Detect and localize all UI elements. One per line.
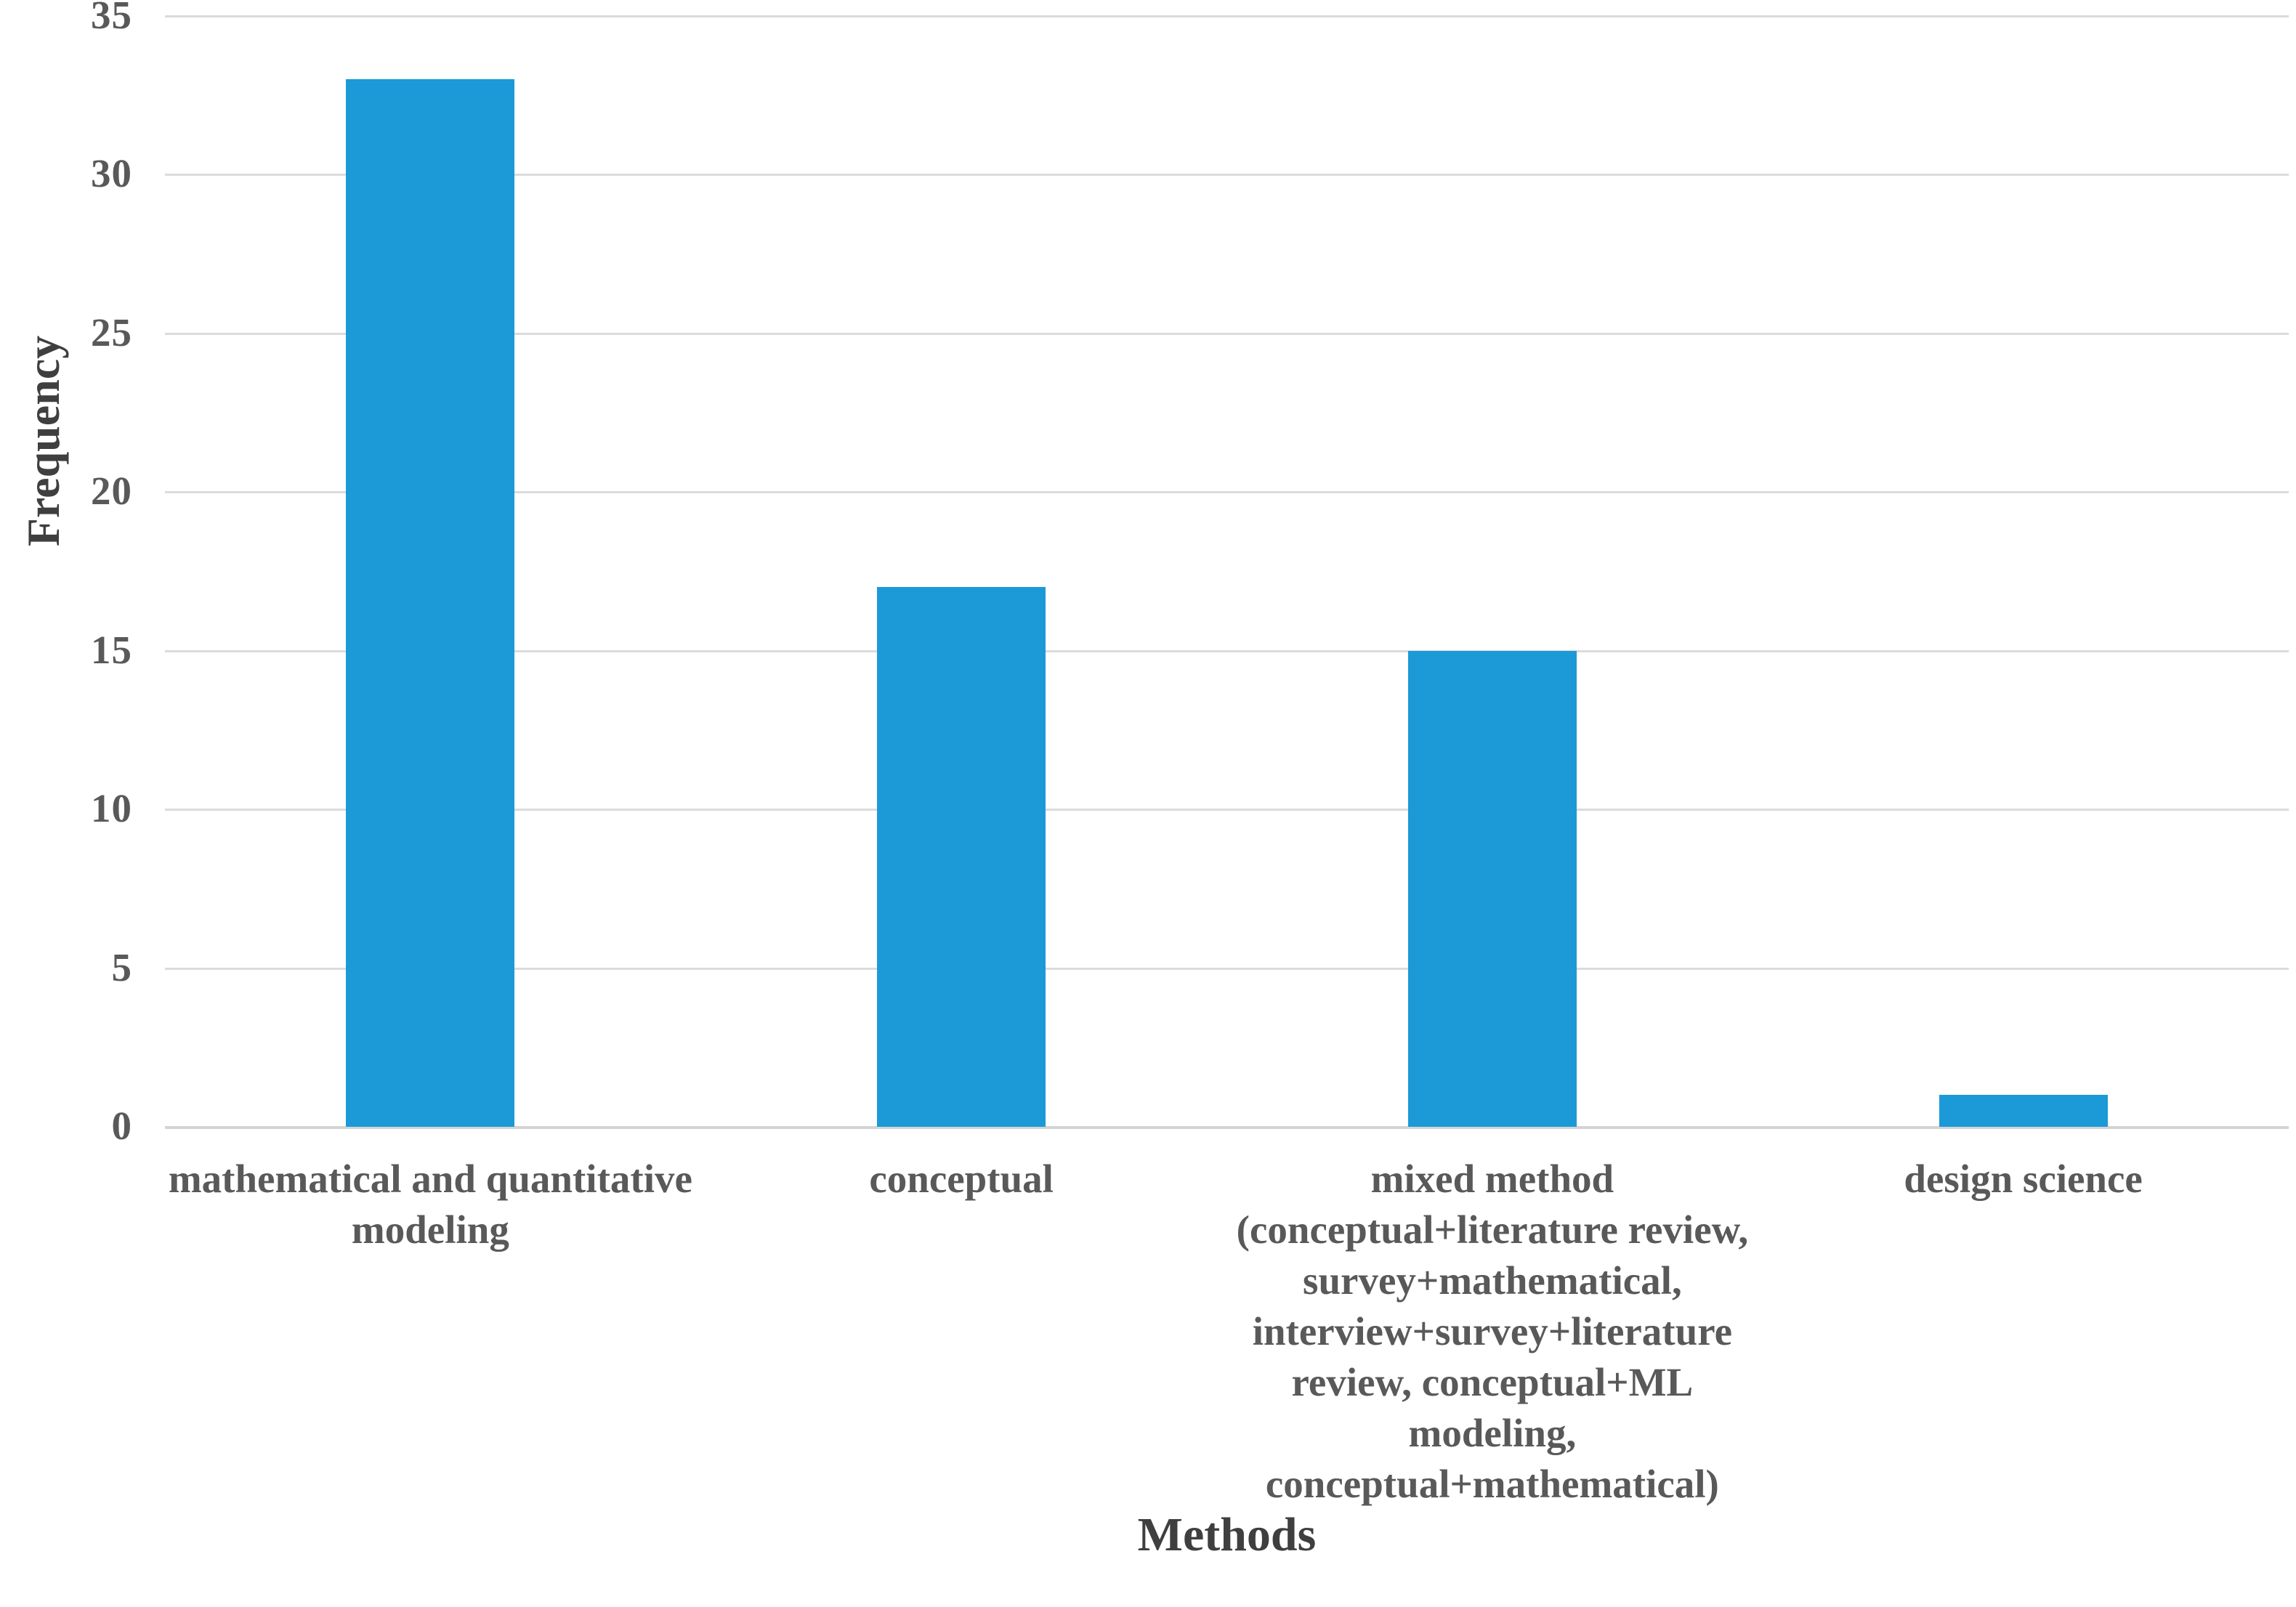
category-label-line: review, conceptual+ML <box>1291 1360 1694 1404</box>
category-label-line: conceptual+mathematical) <box>1265 1462 1719 1506</box>
y-tick-label: 25 <box>91 310 132 355</box>
y-tick-label: 10 <box>91 786 132 831</box>
y-tick-label: 35 <box>91 0 132 38</box>
category-label-line: design science <box>1904 1157 2143 1201</box>
category-label: mixed method (conceptual+literature revie… <box>1213 1154 1773 1510</box>
gridline <box>165 967 2289 970</box>
y-tick-label: 20 <box>91 469 132 514</box>
gridline <box>165 649 2289 652</box>
x-axis-title: Methods <box>1137 1508 1317 1561</box>
gridline <box>165 809 2289 811</box>
bar <box>877 587 1046 1127</box>
category-label-line: mixed method <box>1370 1157 1614 1201</box>
bar <box>346 79 515 1127</box>
category-label-line: interview+survey+literature <box>1252 1309 1733 1353</box>
y-axis-title: Frequency <box>17 335 69 547</box>
category-label-line: conceptual <box>869 1157 1054 1201</box>
category-label-line: mathematical and quantitative <box>168 1157 692 1201</box>
category-label-line: modeling <box>351 1207 509 1252</box>
category-label-line: (conceptual+literature review, <box>1236 1207 1749 1252</box>
category-label: design science <box>1743 1154 2296 1205</box>
y-tick-label: 5 <box>111 944 132 989</box>
y-tick-label: 30 <box>91 151 132 196</box>
category-label: conceptual <box>682 1154 1242 1205</box>
category-label-line: survey+mathematical, <box>1303 1258 1682 1303</box>
bar <box>1939 1095 2108 1127</box>
gridline <box>165 332 2289 335</box>
y-tick-label: 15 <box>91 627 132 672</box>
y-tick-label: 0 <box>111 1104 132 1149</box>
bar <box>1407 650 1577 1127</box>
gridline <box>165 174 2289 177</box>
gridline <box>165 15 2289 17</box>
gridline <box>165 491 2289 494</box>
x-axis-baseline <box>165 1126 2289 1129</box>
category-label-line: modeling, <box>1408 1411 1577 1455</box>
category-label: mathematical and quantitative modeling <box>150 1154 711 1255</box>
